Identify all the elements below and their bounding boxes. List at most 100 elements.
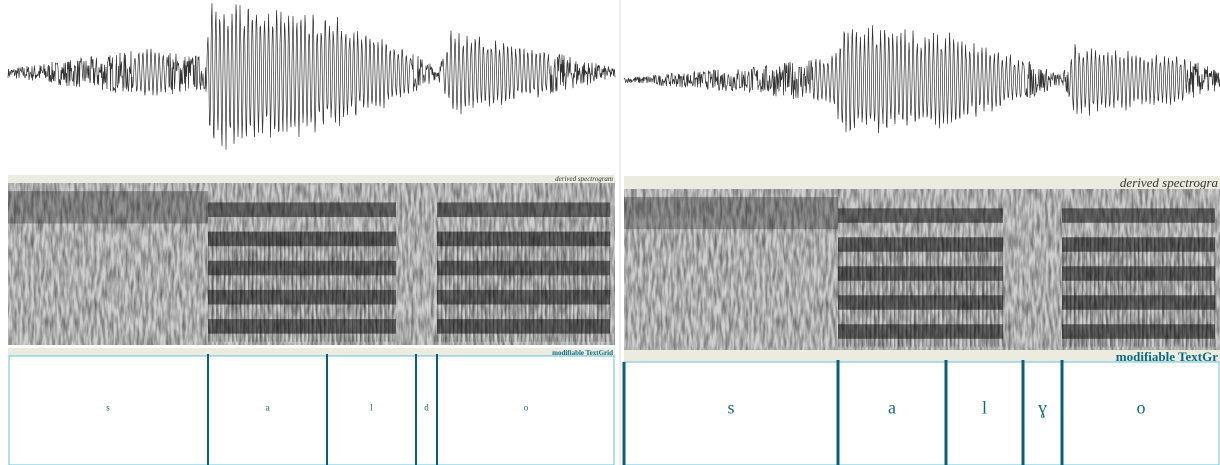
glottal-pulse (489, 232, 491, 342)
glottal-pulse (1210, 237, 1212, 346)
glottal-pulse (276, 232, 278, 342)
glottal-pulse (280, 232, 282, 342)
glottal-pulse (990, 237, 992, 346)
glottal-pulse (601, 232, 603, 342)
screenshot: derived spectrogrammodifiable TextGridsa… (0, 0, 1220, 465)
glottal-pulse (1198, 237, 1200, 346)
glottal-pulse (1002, 237, 1004, 346)
glottal-pulse (1142, 237, 1144, 346)
formant-band (437, 202, 610, 217)
glottal-pulse (870, 237, 872, 346)
glottal-pulse (453, 232, 455, 342)
formant-band (1062, 208, 1215, 222)
glottal-pulse (344, 232, 346, 342)
glottal-pulse (224, 232, 226, 342)
formant-band (437, 290, 610, 305)
glottal-pulse (1110, 237, 1112, 346)
glottal-pulse (858, 237, 860, 346)
glottal-pulse (962, 237, 964, 346)
glottal-pulse (360, 232, 362, 342)
glottal-pulse (1126, 237, 1128, 346)
interval-label: o (524, 403, 529, 413)
glottal-pulse (264, 232, 266, 342)
glottal-pulse (256, 232, 258, 342)
glottal-pulse (1186, 237, 1188, 346)
glottal-pulse (364, 232, 366, 342)
glottal-pulse (1138, 237, 1140, 346)
glottal-pulse (894, 237, 896, 346)
glottal-pulse (569, 232, 571, 342)
glottal-pulse (336, 232, 338, 342)
glottal-pulse (469, 232, 471, 342)
glottal-pulse (854, 237, 856, 346)
glottal-pulse (910, 237, 912, 346)
glottal-pulse (268, 232, 270, 342)
glottal-pulse (597, 232, 599, 342)
interval-label: a (266, 403, 270, 413)
glottal-pulse (272, 232, 274, 342)
glottal-pulse (1162, 237, 1164, 346)
glottal-pulse (545, 232, 547, 342)
glottal-pulse (585, 232, 587, 342)
glottal-pulse (1174, 237, 1176, 346)
glottal-pulse (1106, 237, 1108, 346)
glottal-pulse (376, 232, 378, 342)
glottal-pulse (300, 232, 302, 342)
glottal-pulse (252, 232, 254, 342)
interval-label: s (727, 398, 734, 418)
glottal-pulse (862, 237, 864, 346)
glottal-pulse (537, 232, 539, 342)
glottal-pulse (533, 232, 535, 342)
glottal-pulse (902, 237, 904, 346)
glottal-pulse (517, 232, 519, 342)
glottal-pulse (1214, 237, 1216, 346)
glottal-pulse (236, 232, 238, 342)
glottal-pulse (473, 232, 475, 342)
glottal-pulse (481, 232, 483, 342)
glottal-pulse (368, 232, 370, 342)
glottal-pulse (232, 232, 234, 342)
glottal-pulse (372, 232, 374, 342)
interval-label: d (424, 403, 429, 413)
glottal-pulse (340, 232, 342, 342)
glottal-pulse (850, 237, 852, 346)
glottal-pulse (392, 232, 394, 342)
formant-band (838, 208, 1003, 222)
glottal-pulse (966, 237, 968, 346)
spectrogram-header (8, 175, 615, 183)
glottal-pulse (874, 237, 876, 346)
glottal-pulse (890, 237, 892, 346)
glottal-pulse (260, 232, 262, 342)
glottal-pulse (557, 232, 559, 342)
glottal-pulse (898, 237, 900, 346)
spectrogram-label: derived spectrogra (1120, 175, 1219, 190)
glottal-pulse (1190, 237, 1192, 346)
interval-label: o (1137, 398, 1146, 418)
glottal-pulse (505, 232, 507, 342)
glottal-pulse (605, 232, 607, 342)
glottal-pulse (220, 232, 222, 342)
glottal-pulse (974, 237, 976, 346)
glottal-pulse (1102, 237, 1104, 346)
glottal-pulse (240, 232, 242, 342)
glottal-pulse (441, 232, 443, 342)
glottal-pulse (292, 232, 294, 342)
glottal-pulse (986, 237, 988, 346)
glottal-pulse (1074, 237, 1076, 346)
glottal-pulse (1098, 237, 1100, 346)
glottal-pulse (244, 232, 246, 342)
glottal-pulse (994, 237, 996, 346)
textgrid-header (8, 348, 615, 356)
glottal-pulse (312, 232, 314, 342)
glottal-pulse (380, 232, 382, 342)
glottal-pulse (332, 232, 334, 342)
glottal-pulse (946, 237, 948, 346)
interval-label: a (888, 398, 896, 418)
glottal-pulse (838, 237, 840, 346)
glottal-pulse (565, 232, 567, 342)
glottal-pulse (1078, 237, 1080, 346)
glottal-pulse (886, 237, 888, 346)
glottal-pulse (1154, 237, 1156, 346)
glottal-pulse (1166, 237, 1168, 346)
